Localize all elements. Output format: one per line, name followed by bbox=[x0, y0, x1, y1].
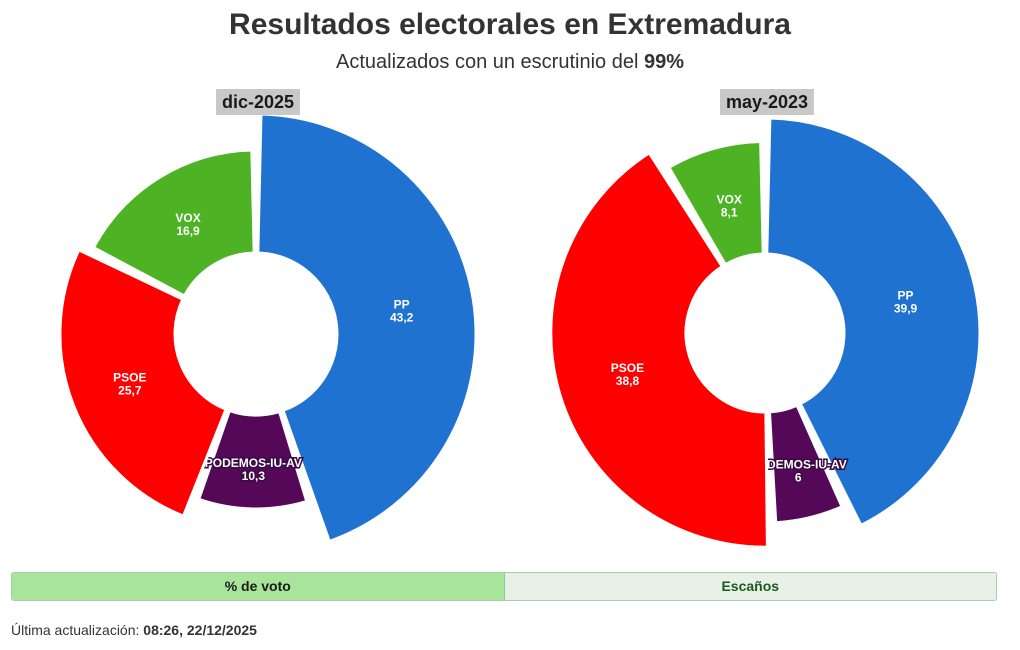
slice-psoe[interactable] bbox=[58, 248, 228, 518]
slice-psoe[interactable] bbox=[549, 151, 769, 549]
slice-label-podemos-iu-av: PODEMOS-IU-AV bbox=[205, 456, 302, 470]
slice-value-psoe: 38,8 bbox=[616, 374, 640, 388]
subtitle-text: Actualizados con un escrutinio del bbox=[336, 51, 639, 73]
slice-value-vox: 16,9 bbox=[176, 224, 200, 238]
slice-podemos-iu-av[interactable] bbox=[767, 403, 844, 525]
page-title: Resultados electorales en Extremadura bbox=[229, 8, 791, 41]
tab-seats[interactable]: Escaños bbox=[504, 573, 996, 600]
tab-vote-percentage[interactable]: % de voto bbox=[12, 573, 505, 600]
slice-pp[interactable] bbox=[256, 112, 478, 543]
last-update: Última actualización: 08:26, 22/12/2025 bbox=[11, 622, 257, 638]
slice-value-vox: 8,1 bbox=[721, 206, 738, 220]
last-update-label: Última actualización: bbox=[11, 622, 140, 638]
slice-label-pp: PP bbox=[898, 289, 914, 303]
slice-label-vox: VOX bbox=[717, 193, 742, 207]
slice-label-psoe: PSOE bbox=[611, 361, 644, 375]
slice-value-pp: 43,2 bbox=[390, 311, 414, 325]
slice-label-pp: PP bbox=[394, 298, 410, 312]
slice-label-podemos-iu-av: PODEMOS-IU-AV bbox=[750, 458, 847, 472]
slice-vox[interactable] bbox=[91, 148, 256, 298]
slice-label-psoe: PSOE bbox=[113, 371, 146, 385]
metric-tabs: % de voto Escaños bbox=[11, 572, 997, 601]
slice-value-pp: 39,9 bbox=[894, 302, 918, 316]
chart-title-dic-2025: dic-2025 bbox=[215, 89, 301, 115]
last-update-value: 08:26, 22/12/2025 bbox=[143, 622, 257, 638]
slice-value-psoe: 25,7 bbox=[118, 384, 142, 398]
slice-value-podemos-iu-av: 10,3 bbox=[242, 469, 266, 483]
chart-title-may-2023: may-2023 bbox=[719, 89, 815, 115]
slice-label-vox: VOX bbox=[175, 211, 200, 225]
slice-value-podemos-iu-av: 6 bbox=[795, 471, 802, 485]
slice-pp[interactable] bbox=[765, 116, 982, 527]
slice-vox[interactable] bbox=[667, 140, 765, 267]
scrutiny-percentage: 99% bbox=[643, 51, 684, 73]
page-subtitle: Actualizados con un escrutinio del 99% bbox=[0, 51, 1020, 74]
slice-podemos-iu-av[interactable] bbox=[197, 409, 309, 511]
